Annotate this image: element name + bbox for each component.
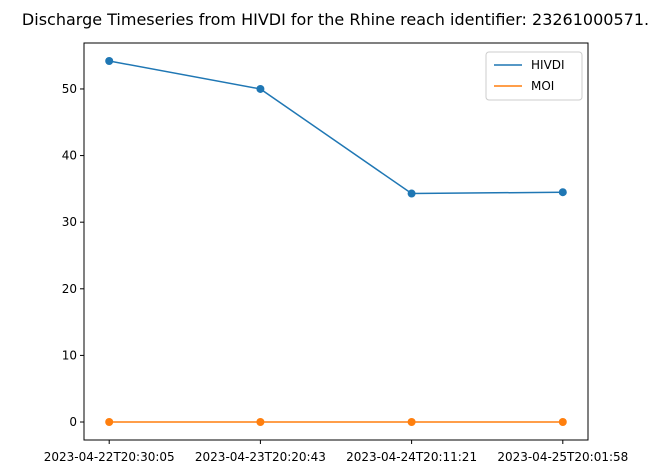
series-layer bbox=[105, 56, 567, 427]
chart-title: Discharge Timeseries from HIVDI for the … bbox=[22, 10, 649, 29]
legend-box bbox=[485, 51, 583, 101]
data-point bbox=[105, 418, 114, 427]
legend-label: HIVDI bbox=[531, 58, 565, 72]
series-moi bbox=[105, 418, 567, 427]
y-tick-label: 20 bbox=[62, 282, 77, 296]
legend: HIVDI MOI bbox=[485, 51, 583, 101]
x-tick-label: 2023-04-23T20:20:43 bbox=[195, 450, 326, 464]
series-hivdi bbox=[105, 56, 567, 198]
data-point bbox=[407, 418, 416, 427]
plot-area bbox=[83, 42, 589, 441]
data-point bbox=[256, 84, 265, 93]
series-line bbox=[109, 60, 563, 195]
data-point bbox=[558, 418, 567, 427]
data-point bbox=[558, 188, 567, 197]
legend-label: MOI bbox=[531, 79, 554, 93]
data-point bbox=[407, 189, 416, 198]
x-tick-label: 2023-04-22T20:30:05 bbox=[44, 450, 175, 464]
y-tick-label: 40 bbox=[62, 149, 77, 163]
x-tick-label: 2023-04-24T20:11:21 bbox=[346, 450, 477, 464]
y-tick-label: 10 bbox=[62, 348, 77, 362]
y-axis: 0 10 20 30 40 50 bbox=[62, 82, 84, 429]
y-tick-label: 50 bbox=[62, 82, 77, 96]
y-tick-label: 30 bbox=[62, 215, 77, 229]
x-axis: 2023-04-22T20:30:05 2023-04-23T20:20:43 20… bbox=[44, 440, 628, 464]
x-tick-label: 2023-04-25T20:01:58 bbox=[497, 450, 628, 464]
data-point bbox=[256, 418, 265, 427]
data-point bbox=[105, 56, 114, 65]
y-tick-label: 0 bbox=[69, 415, 77, 429]
